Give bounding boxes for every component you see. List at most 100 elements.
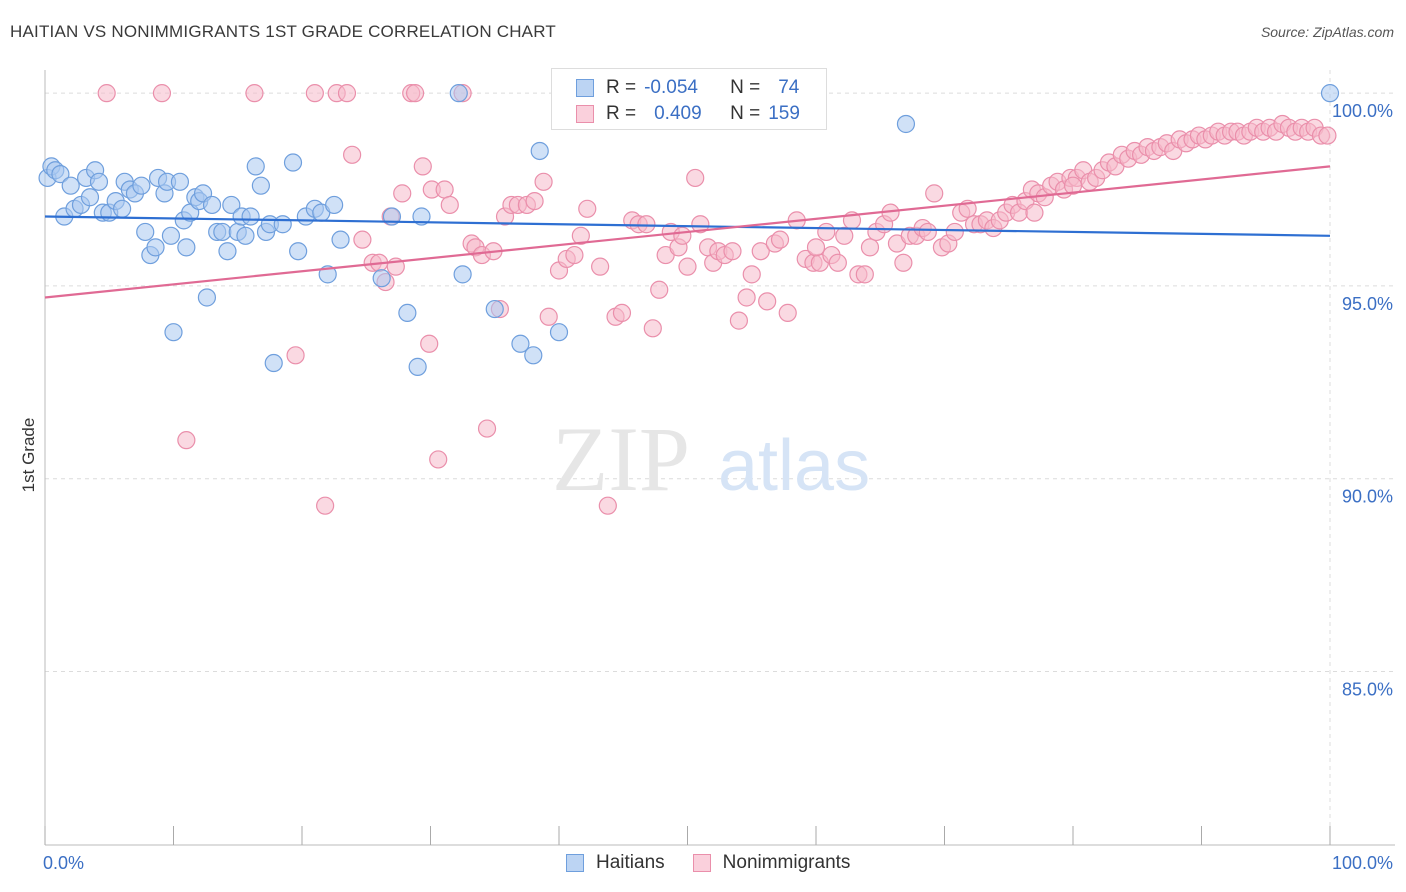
nonimmigrants-point [691, 215, 710, 234]
haitians-point [530, 141, 549, 161]
nonimmigrants-point [751, 242, 770, 261]
haitians-point [241, 207, 260, 226]
nonimmigrants-point [477, 419, 497, 438]
haitians-point [264, 353, 283, 373]
nonimmigrants-point [97, 84, 116, 103]
trend-lines [44, 165, 1331, 299]
nonimmigrants-point [1025, 203, 1044, 222]
nonimmigrants-point [393, 184, 412, 203]
nonimmigrants-point [152, 84, 172, 103]
nonimmigrants-point [729, 311, 749, 330]
nonimmigrants-point [429, 450, 448, 469]
legend-item-nonimmigrants: Nonimmigrants [692, 852, 851, 874]
nonimmigrants-point [435, 180, 454, 199]
nonimmigrants-points [97, 84, 1337, 515]
haitians-point [89, 172, 109, 191]
watermark-zip: ZIP [552, 408, 690, 510]
series-legend: Haitians Nonimmigrants [566, 852, 878, 874]
nonimmigrants-point [353, 230, 372, 249]
x-tick-label: 100.0% [1332, 853, 1393, 873]
nonimmigrants-point [737, 288, 756, 307]
haitians-point [112, 199, 132, 218]
legend-stat-nonimmigrants: R = 0.409 N = 159 [576, 101, 800, 127]
y-tick-label: 85.0% [1342, 679, 1393, 699]
haitians-point [549, 323, 569, 342]
r-value: -0.054 [644, 77, 698, 98]
x-tick-label: 0.0% [43, 853, 84, 873]
nonimmigrants-point [945, 222, 964, 242]
nonimmigrants-point [835, 226, 854, 245]
nonimmigrants-point [806, 238, 826, 257]
legend-swatch-blue [566, 854, 584, 872]
nonimmigrants-point [1063, 176, 1083, 195]
nonimmigrants-trend-line [44, 165, 1331, 299]
haitians-point [218, 242, 237, 261]
nonimmigrants-point [305, 84, 324, 103]
haitians-point [236, 226, 255, 245]
haitians-point [146, 238, 165, 257]
nonimmigrants-point [770, 230, 790, 249]
nonimmigrants-point [643, 319, 662, 338]
nonimmigrants-point [758, 292, 777, 311]
nonimmigrants-point [286, 346, 305, 365]
nonimmigrants-point [855, 265, 874, 284]
nonimmigrants-point [678, 257, 697, 276]
haitians-point [164, 323, 183, 342]
nonimmigrants-point [525, 191, 544, 211]
haitians-point [61, 176, 80, 195]
nonimmigrants-point [245, 84, 264, 103]
haitians-point [202, 195, 222, 215]
haitians-point [213, 222, 232, 242]
nonimmigrants-point [637, 215, 656, 234]
nonimmigrants-point [343, 145, 362, 164]
nonimmigrants-point [1318, 126, 1337, 145]
legend-label: Haitians [596, 852, 665, 873]
haitians-point [511, 334, 530, 353]
haitians-point [273, 215, 292, 234]
nonimmigrants-point [742, 265, 761, 284]
y-axis-label: 1st Grade [19, 418, 38, 493]
r-value: 0.409 [654, 103, 702, 124]
haitians-point [80, 188, 100, 207]
nonimmigrants-point [612, 303, 632, 323]
nonimmigrants-point [534, 172, 553, 191]
nonimmigrants-point [571, 226, 590, 245]
nonimmigrants-point [673, 226, 692, 245]
haitians-point [449, 84, 468, 103]
haitians-point [408, 357, 427, 376]
haitians-point [1320, 84, 1340, 103]
haitians-point [331, 230, 350, 249]
haitians-point [51, 165, 70, 184]
legend-item-haitians: Haitians [566, 852, 665, 874]
haitians-point [251, 176, 270, 195]
nonimmigrants-point [918, 222, 937, 242]
haitians-points [38, 84, 1340, 376]
haitians-point [136, 222, 155, 242]
nonimmigrants-point [440, 195, 459, 215]
haitians-point [485, 299, 504, 319]
legend-label: Nonimmigrants [722, 852, 851, 873]
watermark: ZIP atlas [552, 408, 870, 510]
nonimmigrants-point [565, 245, 584, 265]
haitians-point [453, 265, 472, 284]
haitians-point [170, 172, 190, 191]
nonimmigrants-point [828, 253, 847, 272]
n-value: 74 [778, 77, 800, 98]
nonimmigrants-point [925, 184, 944, 203]
nonimmigrants-point [817, 222, 836, 242]
nonimmigrants-point [413, 157, 432, 176]
nonimmigrants-point [420, 334, 439, 353]
nonimmigrants-point [860, 238, 880, 257]
nonimmigrants-point [405, 84, 425, 103]
haitians-point [197, 288, 217, 307]
nonimmigrants-point [177, 431, 196, 450]
haitians-point [372, 269, 391, 288]
haitians-point [283, 153, 303, 172]
haitians-point [524, 346, 543, 365]
y-tick-label: 100.0% [1332, 101, 1393, 121]
nonimmigrants-point [686, 168, 705, 188]
correlation-legend: R = -0.054 N = 74 R = 0.409 N = 159 [551, 68, 827, 130]
nonimmigrants-point [578, 199, 597, 218]
nonimmigrants-point [316, 496, 335, 515]
